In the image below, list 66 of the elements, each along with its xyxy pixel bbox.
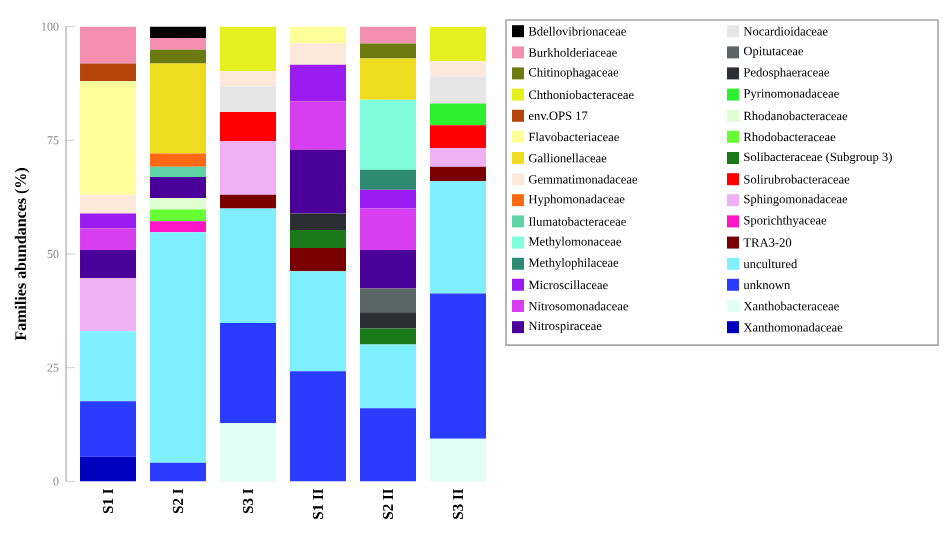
bar	[430, 103, 486, 126]
bar	[430, 148, 486, 167]
bar	[150, 153, 207, 167]
bar	[290, 43, 346, 65]
bar	[220, 323, 277, 424]
bar	[80, 228, 137, 250]
bar	[220, 71, 277, 87]
bar	[80, 278, 137, 332]
bar	[360, 288, 416, 313]
bar	[80, 26, 137, 64]
bar	[220, 86, 277, 113]
bar	[220, 141, 277, 195]
bar	[290, 371, 346, 482]
bar	[150, 63, 207, 154]
bar	[150, 198, 207, 210]
bar	[150, 462, 207, 482]
bar	[430, 293, 486, 439]
bar	[360, 189, 416, 209]
bar	[150, 177, 207, 199]
bar	[360, 58, 416, 100]
bar	[220, 112, 277, 142]
bar	[360, 408, 416, 482]
bar	[290, 248, 346, 272]
bar	[360, 344, 416, 409]
bar	[430, 26, 486, 62]
bar	[290, 229, 346, 249]
bar	[360, 312, 416, 329]
y-axis-title: Families abundances (%)	[14, 168, 30, 341]
bar	[360, 43, 416, 59]
bar	[290, 101, 346, 150]
bar	[150, 37, 207, 50]
bar	[150, 209, 207, 222]
bar	[150, 26, 207, 38]
bar	[360, 328, 416, 345]
bar	[360, 208, 416, 250]
bar	[150, 166, 207, 178]
bar	[430, 438, 486, 482]
bar	[80, 63, 137, 82]
bar	[150, 232, 207, 463]
bar	[80, 194, 137, 214]
bar	[80, 81, 137, 195]
bar	[290, 149, 346, 214]
bar	[290, 213, 346, 230]
bar	[80, 249, 137, 279]
bar	[80, 213, 137, 229]
bar	[220, 194, 277, 209]
bar	[430, 181, 486, 294]
bar	[150, 221, 207, 233]
bar	[150, 49, 207, 64]
bar	[220, 26, 277, 72]
bar	[220, 423, 277, 482]
bar	[360, 99, 416, 170]
bar	[290, 64, 346, 102]
bar	[220, 208, 277, 324]
bar	[80, 401, 137, 457]
bar	[430, 125, 486, 149]
bar	[360, 26, 416, 44]
bar	[360, 169, 416, 190]
bar	[430, 76, 486, 104]
bar	[430, 61, 486, 77]
bar	[360, 249, 416, 289]
bar	[290, 271, 346, 372]
bar	[80, 456, 137, 482]
bar	[290, 26, 346, 44]
bar	[80, 331, 137, 402]
bar	[430, 166, 486, 182]
